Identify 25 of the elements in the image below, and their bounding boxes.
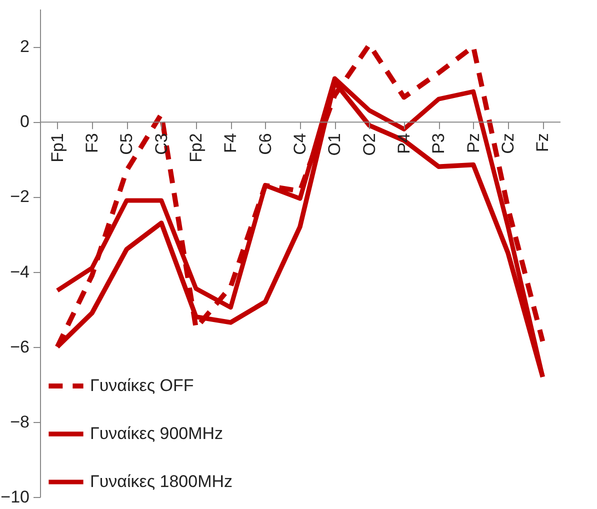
x-tick-label: Fp2 (186, 133, 206, 162)
y-tick-label: 2 (20, 37, 30, 56)
x-tick-label: F3 (82, 133, 102, 153)
x-tick-label: C5 (117, 133, 136, 155)
x-tick-label: P3 (429, 133, 448, 154)
y-tick-label: −10 (0, 488, 30, 506)
y-tick-label: −2 (10, 187, 30, 206)
x-tick-label: O1 (325, 133, 344, 156)
x-tick-label: O2 (360, 133, 379, 156)
legend-label: Γυναίκες 1800MHz (90, 472, 233, 491)
y-tick-label: −4 (10, 262, 30, 282)
x-tick-label: Fz (533, 133, 552, 152)
x-tick-label: C3 (152, 133, 171, 155)
x-tick-label: C4 (290, 133, 310, 155)
x-tick-label: F4 (221, 133, 240, 153)
legend-label: Γυναίκες 900MHz (90, 424, 224, 443)
x-tick-label: Fp1 (48, 133, 67, 162)
x-tick-label: P4 (394, 133, 414, 154)
x-tick-label: Pz (464, 133, 483, 153)
x-tick-label: Cz (498, 133, 518, 154)
y-tick-label: 0 (20, 112, 30, 132)
y-tick-label: −8 (10, 412, 30, 432)
x-tick-label: C6 (256, 133, 275, 155)
y-tick-label: −6 (10, 337, 30, 356)
legend-label: Γυναίκες OFF (90, 376, 194, 395)
